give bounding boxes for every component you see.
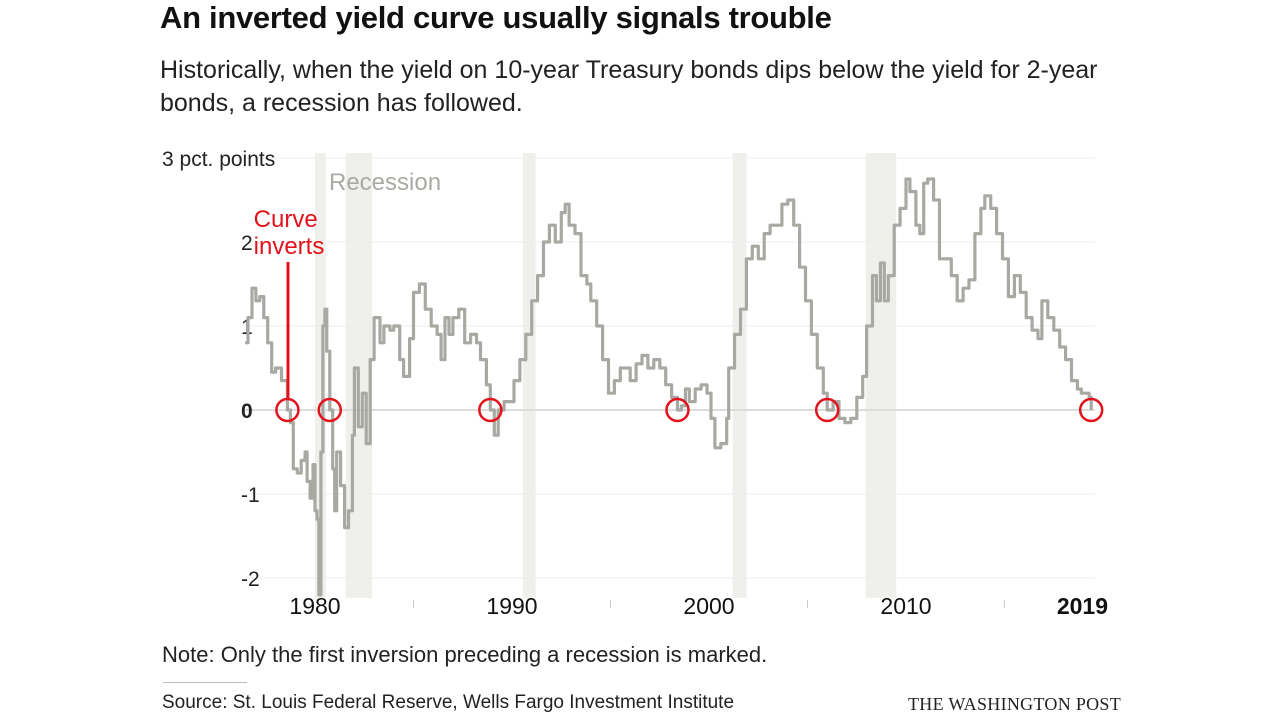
publisher-logo: THE WASHINGTON POST [908,694,1122,714]
recession-band [522,153,536,598]
annotation-line-1: Curve [254,206,318,233]
y-tick-label: 2 [241,232,253,255]
inversion-marker [478,397,503,423]
inversion-marker [275,397,300,423]
y-tick-label: 3 pct. points [162,148,275,171]
annotation-line-2: inverts [254,233,325,260]
y-tick-label: 0 [241,400,253,423]
recession-label: Recession [329,169,441,196]
recession-band [315,153,326,598]
recession-band [732,153,747,598]
chart-title: An inverted yield curve usually signals … [160,0,832,35]
inversion-marker [317,397,343,423]
source-credit: Source: St. Louis Federal Reserve, Wells… [162,692,735,713]
series-line-yield-spread [245,177,1093,597]
chart-subtitle: Historically, when the yield on 10-year … [160,56,1098,117]
x-tick-label: 1980 [289,593,340,619]
recession-band [865,153,897,598]
footnote: Note: Only the first inversion preceding… [162,642,768,667]
x-tick-label: 1990 [486,593,537,619]
y-tick-label: -2 [241,568,260,591]
inversion-marker [665,397,690,423]
x-tick-label: 2010 [880,593,931,619]
divider [163,682,247,683]
y-tick-label: -1 [241,484,260,507]
annotation-curve-inverts: Curve inverts [254,206,325,260]
x-tick-label: 2000 [683,593,734,619]
inversion-marker [814,397,840,423]
inversion-marker [1078,397,1104,423]
x-tick-label: 2019 [1057,593,1108,619]
